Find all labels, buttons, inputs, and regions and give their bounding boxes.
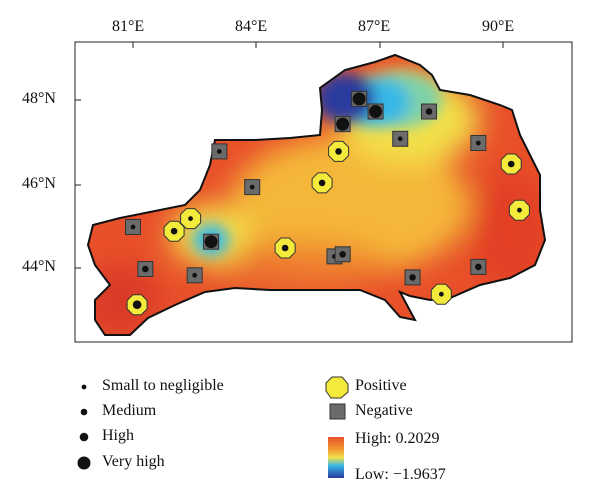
lat-label-46: 46°N bbox=[22, 175, 56, 192]
station-marker-negative bbox=[137, 261, 154, 277]
station-marker-positive bbox=[430, 283, 452, 305]
lon-label-84: 84°E bbox=[235, 18, 268, 35]
magnitude-dot-small bbox=[130, 224, 136, 230]
magnitude-dot-medium bbox=[170, 227, 178, 235]
magnitude-dot-very-high bbox=[204, 235, 218, 249]
station-marker-positive bbox=[163, 220, 185, 242]
lon-label-81: 81°E bbox=[112, 18, 145, 35]
lon-label-87: 87°E bbox=[358, 18, 391, 35]
station-marker-negative bbox=[351, 90, 368, 107]
station-marker-positive bbox=[126, 294, 148, 316]
station-marker-negative bbox=[334, 246, 351, 263]
magnitude-dot-medium bbox=[318, 179, 326, 187]
lat-label-44: 44°N bbox=[22, 258, 56, 275]
station-marker-positive bbox=[311, 172, 333, 194]
legend-dot-very-high bbox=[77, 456, 91, 470]
station-marker-negative bbox=[125, 219, 141, 235]
legend-symbols bbox=[77, 376, 349, 470]
station-marker-negative bbox=[186, 267, 203, 284]
magnitude-dot-medium bbox=[142, 265, 149, 273]
legend-label-very-high: Very high bbox=[102, 453, 165, 470]
station-marker-negative bbox=[392, 130, 409, 147]
scale-label-low: Low: −1.9637 bbox=[355, 466, 446, 483]
magnitude-dot-medium bbox=[281, 244, 289, 252]
legend-label-high: High bbox=[102, 427, 134, 444]
legend-label-positive: Positive bbox=[355, 377, 407, 394]
magnitude-dot-medium bbox=[507, 160, 515, 168]
station-marker-positive bbox=[500, 153, 522, 175]
station-marker-negative bbox=[367, 103, 384, 120]
magnitude-dot-very-high bbox=[352, 92, 366, 106]
magnitude-dot-medium bbox=[339, 251, 346, 258]
color-scale-bar bbox=[328, 437, 344, 478]
station-marker-negative bbox=[421, 103, 437, 120]
magnitude-dot-medium bbox=[425, 108, 433, 115]
lat-label-48: 48°N bbox=[22, 90, 56, 107]
station-marker-positive bbox=[508, 199, 530, 221]
legend-label-small: Small to negligible bbox=[102, 377, 224, 394]
station-marker-negative bbox=[470, 258, 487, 275]
magnitude-dot-very-high bbox=[336, 117, 350, 131]
station-marker-negative bbox=[470, 135, 487, 151]
magnitude-dot-very-high bbox=[369, 105, 383, 118]
scale-label-high: High: 0.2029 bbox=[355, 430, 440, 447]
legend-positive-symbol bbox=[325, 376, 349, 399]
legend-label-medium: Medium bbox=[102, 402, 157, 419]
legend-negative-symbol bbox=[329, 403, 346, 420]
magnitude-dot-medium bbox=[335, 148, 342, 155]
magnitude-dot-small bbox=[249, 184, 255, 190]
magnitude-dot-small bbox=[216, 149, 222, 154]
axis-ticks bbox=[75, 42, 504, 269]
magnitude-dot-small bbox=[397, 136, 403, 142]
station-marker-negative bbox=[334, 116, 351, 133]
magnitude-dot-medium bbox=[409, 274, 416, 281]
station-marker-negative bbox=[244, 179, 261, 196]
legend-dot-high bbox=[79, 432, 89, 442]
magnitude-dot-small bbox=[188, 216, 193, 222]
station-marker-positive bbox=[180, 208, 202, 230]
magnitude-dot-small bbox=[192, 272, 198, 278]
station-markers bbox=[125, 90, 530, 316]
station-marker-negative bbox=[211, 143, 228, 160]
magnitude-dot-high bbox=[132, 300, 142, 310]
station-marker-positive bbox=[328, 140, 350, 162]
magnitude-dot-small bbox=[438, 291, 444, 297]
magnitude-dot-small bbox=[475, 140, 481, 146]
station-marker-negative bbox=[203, 233, 220, 250]
magnitude-dot-small bbox=[517, 207, 522, 213]
legend-dot-medium bbox=[80, 408, 88, 416]
station-marker-negative bbox=[404, 269, 421, 286]
station-marker-positive bbox=[274, 237, 296, 259]
legend-dot-small bbox=[81, 384, 87, 390]
magnitude-dot-medium bbox=[475, 263, 482, 271]
lon-label-90: 90°E bbox=[482, 18, 515, 35]
legend-label-negative: Negative bbox=[355, 402, 413, 419]
